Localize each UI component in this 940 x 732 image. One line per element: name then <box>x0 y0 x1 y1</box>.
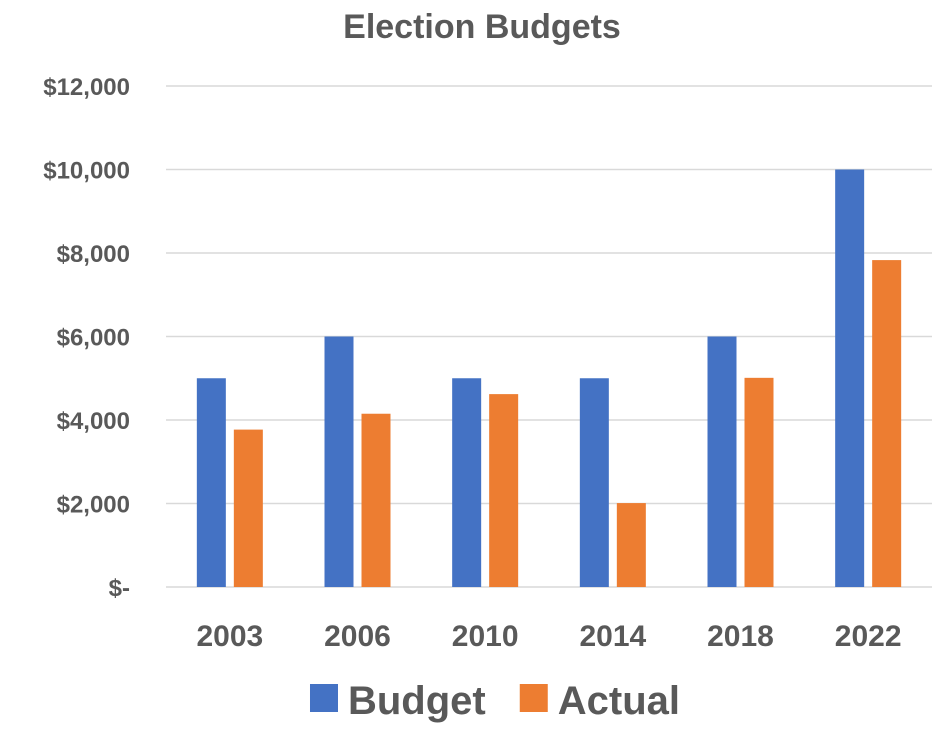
x-axis: 2003 2006 2010 2014 2018 2022 <box>196 620 901 653</box>
chart-title: Election Budgets <box>343 8 621 46</box>
legend: Budget Actual <box>309 679 680 723</box>
legend-label-budget: Budget <box>348 679 486 723</box>
bar-actual-2022 <box>872 260 902 587</box>
legend-item-budget: Budget <box>309 679 486 723</box>
bar-budget-2022 <box>835 169 865 587</box>
legend-swatch-budget <box>309 684 338 712</box>
bar-actual-2014 <box>616 503 646 587</box>
legend-label-actual: Actual <box>558 679 680 723</box>
bar-budget-2018 <box>707 336 737 587</box>
y-axis: $- $2,000 $4,000 $6,000 $8,000 $10,000 $12,000 <box>43 74 130 602</box>
x-tick-label: 2022 <box>835 620 902 653</box>
bar-budget-2014 <box>579 378 609 587</box>
y-tick-label: $4,000 <box>57 408 130 435</box>
x-tick-label: 2010 <box>452 620 519 653</box>
x-tick-label: 2018 <box>707 620 774 653</box>
bar-actual-2003 <box>233 429 263 587</box>
y-tick-label: $6,000 <box>57 325 130 352</box>
x-tick-label: 2006 <box>324 620 391 653</box>
x-tick-label: 2003 <box>196 620 263 653</box>
gridlines <box>166 85 932 588</box>
bar-actual-2006 <box>361 413 391 587</box>
legend-swatch-actual <box>519 684 548 712</box>
bar-budget-2003 <box>196 378 226 587</box>
legend-item-actual: Actual <box>519 679 680 723</box>
y-tick-label: $10,000 <box>43 158 130 185</box>
x-tick-label: 2014 <box>579 620 646 653</box>
y-tick-label: $2,000 <box>57 492 130 519</box>
y-tick-label: $- <box>109 575 130 602</box>
bar-actual-2018 <box>744 377 774 587</box>
y-tick-label: $12,000 <box>43 74 130 101</box>
bars <box>196 169 902 587</box>
bar-actual-2010 <box>489 394 519 587</box>
y-tick-label: $8,000 <box>57 241 130 268</box>
bar-budget-2010 <box>452 378 482 587</box>
bar-budget-2006 <box>324 336 354 587</box>
